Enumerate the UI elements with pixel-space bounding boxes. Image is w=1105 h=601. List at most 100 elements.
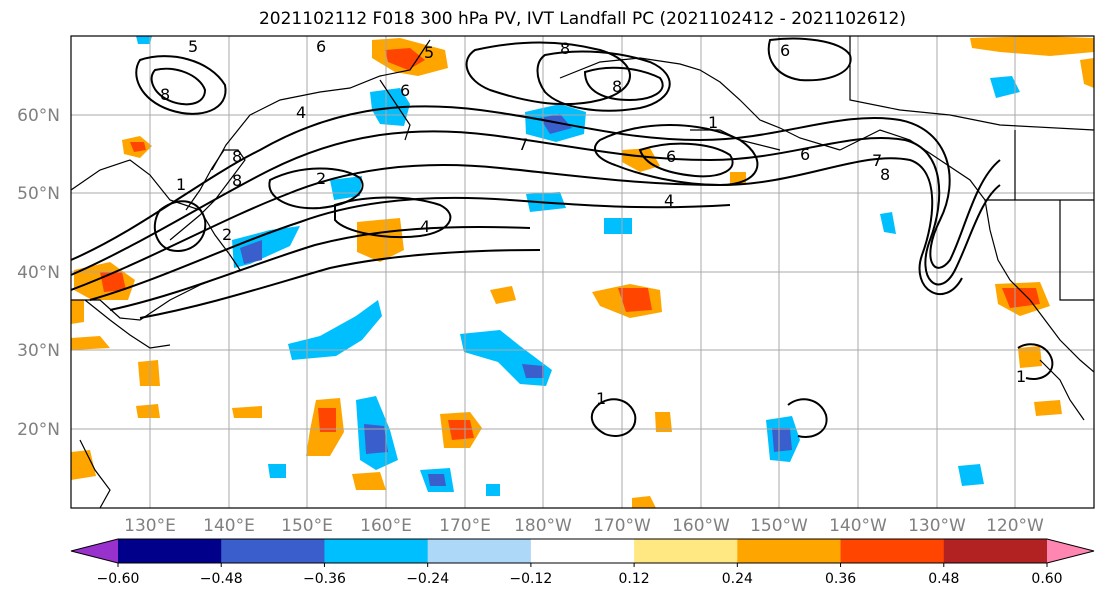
positive-anomaly <box>136 404 160 418</box>
positive-anomaly <box>1034 400 1062 416</box>
positive-anomaly <box>100 272 126 292</box>
contour-label: 8 <box>232 147 242 166</box>
positive-anomaly <box>655 412 672 432</box>
negative-anomaly <box>604 218 632 234</box>
colorbar-segment <box>530 539 635 563</box>
colorbar-segment <box>324 539 429 563</box>
longitude-labels: 130°E 140°E 150°E 160°E 170°E 180°W 170°… <box>124 516 1044 536</box>
colorbar-segment <box>221 539 325 563</box>
positive-anomaly <box>448 420 474 440</box>
gridlines <box>71 36 1094 508</box>
contour-label: 5 <box>188 37 198 56</box>
negative-anomaly <box>136 36 152 44</box>
contour-label: 6 <box>666 147 676 166</box>
negative-anomaly <box>240 240 262 264</box>
positive-anomaly <box>71 300 84 324</box>
contour-labels: 5 6 8 6 5 8 8 1 6 6 4 2 8 7 8 1 2 4 7 6 … <box>160 37 1026 408</box>
lon-label: 130°W <box>908 516 966 536</box>
negative-anomaly <box>370 88 410 126</box>
colorbar-tick-label: 0.48 <box>928 571 959 587</box>
lat-label-30n: 30°N <box>17 341 60 361</box>
negative-anomaly <box>486 484 500 496</box>
colorbar-ticks: −0.60 −0.48 −0.36 −0.24 −0.12 0.12 0.24 0.36 0.4… <box>97 563 1063 587</box>
positive-anomaly <box>71 450 96 480</box>
colorbar-extend-low <box>71 539 118 563</box>
positive-anomaly <box>618 288 652 312</box>
colorbar-tick-label: 0.60 <box>1031 571 1062 587</box>
latitude-labels: 60°N 50°N 40°N 30°N 20°N <box>17 106 60 440</box>
positive-anomaly <box>318 408 336 432</box>
colorbar-tick-label: −0.60 <box>97 571 140 587</box>
negative-anomaly <box>288 300 382 360</box>
positive-anomaly <box>138 360 160 386</box>
lon-label: 140°E <box>203 516 255 536</box>
contour-label: 6 <box>800 145 810 164</box>
contour-label: 1 <box>176 175 186 194</box>
lon-label: 180°W <box>514 516 572 536</box>
positive-anomaly <box>1018 346 1042 368</box>
negative-anomaly <box>330 176 362 200</box>
pv-contours <box>71 37 1054 438</box>
colorbar-segment <box>737 539 842 563</box>
positive-anomaly <box>352 472 386 490</box>
contour-label: 4 <box>664 191 674 210</box>
contour-label: 6 <box>316 37 326 56</box>
contour-label: 4 <box>296 103 306 122</box>
contour-label: 8 <box>160 85 170 104</box>
negative-anomaly <box>428 474 446 486</box>
negative-anomaly <box>990 76 1020 98</box>
lon-label: 150°W <box>750 516 808 536</box>
contour-label: 8 <box>880 165 890 184</box>
map-frame <box>70 35 1095 509</box>
contour-label: 2 <box>222 225 232 244</box>
negative-anomaly <box>540 114 572 134</box>
colorbar-extend-high <box>1047 539 1094 563</box>
positive-anomaly <box>130 142 146 152</box>
negative-anomaly <box>772 428 792 452</box>
contour-label: 1 <box>596 389 606 408</box>
colorbar-tick-label: −0.36 <box>303 571 346 587</box>
lon-label: 140°W <box>829 516 887 536</box>
colorbar-tick-label: 0.24 <box>722 571 753 587</box>
colorbar-segment <box>943 539 1048 563</box>
lon-label: 160°E <box>360 516 412 536</box>
contour-label: 8 <box>612 77 622 96</box>
contour-label: 8 <box>232 171 242 190</box>
lat-label-60n: 60°N <box>17 106 60 126</box>
map-title: 2021102112 F018 300 hPa PV, IVT Landfall… <box>258 9 906 29</box>
lon-label: 120°W <box>986 516 1044 536</box>
positive-anomaly <box>232 406 262 418</box>
colorbar-tick-label: 0.12 <box>619 571 650 587</box>
lat-label-40n: 40°N <box>17 263 60 283</box>
contour-label: 7 <box>518 135 528 154</box>
colorbar-tick-label: −0.12 <box>509 571 552 587</box>
contour-label: 1 <box>708 113 718 132</box>
colorbar <box>70 538 1095 564</box>
positive-anomaly <box>622 148 660 172</box>
positive-anomaly <box>490 286 516 304</box>
contour-label: 6 <box>780 41 790 60</box>
contour-label: 1 <box>1016 367 1026 386</box>
positive-anomaly <box>632 496 656 508</box>
contour-label: 6 <box>400 81 410 100</box>
positive-anomaly <box>385 48 425 70</box>
contour-label: 8 <box>560 39 570 58</box>
colorbar-tick-label: −0.48 <box>200 571 243 587</box>
positive-anomaly <box>357 218 404 262</box>
positive-anomaly <box>1080 58 1094 88</box>
lon-label: 130°E <box>124 516 176 536</box>
positive-anomaly <box>1002 288 1040 308</box>
positive-anomaly <box>970 36 1094 56</box>
negative-anomaly <box>522 364 544 378</box>
colorbar-segment <box>634 539 738 563</box>
negative-anomaly <box>880 212 896 234</box>
shaded-anomalies <box>71 36 1094 508</box>
colorbar-tick-label: 0.36 <box>825 571 856 587</box>
positive-anomaly <box>71 336 110 350</box>
negative-anomaly <box>364 424 388 454</box>
lon-label: 170°E <box>439 516 491 536</box>
colorbar-segment <box>118 539 222 563</box>
negative-anomaly <box>958 464 984 486</box>
colorbar-segment <box>840 539 945 563</box>
